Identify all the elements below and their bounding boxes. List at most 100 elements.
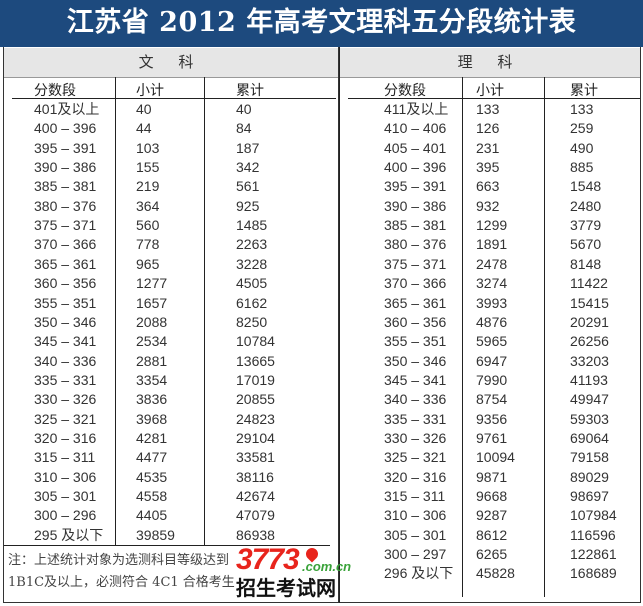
- wenke-cell: 345 – 341: [34, 333, 97, 350]
- wenke-cell: 3228: [236, 255, 268, 272]
- wenke-cell: 360 – 356: [34, 275, 97, 292]
- like-cell: 26256: [570, 333, 609, 350]
- like-cell: 133: [570, 101, 594, 117]
- like-cell: 390 – 386: [384, 197, 447, 214]
- wenke-cell: 33581: [236, 449, 275, 466]
- like-cell: 5670: [570, 236, 602, 253]
- like-cell: 79158: [570, 449, 609, 466]
- like-cell: 33203: [570, 352, 609, 369]
- like-cell: 380 – 376: [384, 236, 447, 253]
- wenke-cell: 103: [136, 139, 160, 156]
- wenke-cell: 401及以上: [34, 101, 100, 117]
- column-divider: [204, 77, 205, 545]
- wenke-cell: 3354: [136, 371, 168, 388]
- like-cell: 885: [570, 159, 594, 176]
- wenke-cell: 1277: [136, 275, 168, 292]
- like-cell: 41193: [570, 371, 608, 388]
- divider: [340, 77, 640, 78]
- like-cell: 6265: [476, 546, 508, 563]
- like-cell: 20291: [570, 313, 609, 330]
- like-cell: 9871: [476, 468, 508, 485]
- wenke-cell: 219: [136, 178, 160, 195]
- wenke-cell: 325 – 321: [34, 410, 97, 427]
- wenke-cell: 24823: [236, 410, 275, 427]
- wenke-cell: 4505: [236, 275, 268, 292]
- wenke-cell: 155: [136, 159, 160, 176]
- wenke-cell: 39859: [136, 526, 175, 543]
- like-cell: 385 – 381: [384, 217, 447, 234]
- column-divider: [544, 77, 545, 597]
- like-cell: 168689: [570, 565, 617, 582]
- like-cell: 365 – 361: [384, 294, 447, 311]
- wenke-cell: 385 – 381: [34, 178, 97, 195]
- wenke-cell: 300 – 296: [34, 507, 97, 524]
- like-cell: 335 – 331: [384, 410, 447, 427]
- like-cell: 395 – 391: [384, 178, 447, 195]
- like-cell: 410 – 406: [384, 120, 447, 137]
- wenke-cell: 8250: [236, 313, 268, 330]
- like-cell: 9761: [476, 429, 508, 446]
- wenke-cell: 2881: [136, 352, 168, 369]
- wenke-cell: 364: [136, 197, 160, 214]
- wenke-cell: 305 – 301: [34, 488, 97, 504]
- like-cell: 4876: [476, 313, 508, 330]
- like-cell: 350 – 346: [384, 352, 447, 369]
- wenke-cell: 10784: [236, 333, 275, 350]
- like-cell: 3993: [476, 294, 508, 311]
- wenke-cell: 1485: [236, 217, 268, 234]
- like-cell: 133: [476, 101, 500, 117]
- like-cell: 69064: [570, 429, 609, 446]
- like-cell: 345 – 341: [384, 371, 447, 388]
- wenke-cell: 320 – 316: [34, 429, 97, 446]
- wenke-cell: 40: [136, 101, 152, 117]
- wenke-cell: 4477: [136, 449, 168, 466]
- divider: [348, 98, 640, 99]
- like-cell: 360 – 356: [384, 313, 447, 330]
- like-cell: 3274: [476, 275, 508, 292]
- like-cell: 8612: [476, 526, 508, 543]
- like-cell: 325 – 321: [384, 449, 447, 466]
- wenke-cell: 375 – 371: [34, 217, 97, 234]
- like-cell: 6947: [476, 352, 508, 369]
- wenke-panel: [3, 47, 339, 603]
- divider: [4, 545, 330, 546]
- wenke-cell: 3968: [136, 410, 168, 427]
- like-cell: 320 – 316: [384, 468, 447, 485]
- wenke-cell: 390 – 386: [34, 159, 97, 176]
- like-cell: 411及以上: [384, 101, 449, 117]
- wenke-cell: 47079: [236, 507, 275, 524]
- like-cell: 8754: [476, 391, 508, 408]
- like-cell: 231: [476, 139, 500, 156]
- like-cell: 330 – 326: [384, 429, 447, 446]
- wenke-cell: 365 – 361: [34, 255, 97, 272]
- like-cell: 310 – 306: [384, 507, 447, 524]
- like-cell: 663: [476, 178, 500, 195]
- wenke-cell: 330 – 326: [34, 391, 97, 408]
- wenke-col-header: 累计: [236, 83, 264, 99]
- wenke-cell: 84: [236, 120, 252, 137]
- wenke-cell: 355 – 351: [34, 294, 97, 311]
- wenke-cell: 38116: [236, 468, 274, 485]
- wenke-cell: 395 – 391: [34, 139, 97, 156]
- wenke-cell: 400 – 396: [34, 120, 97, 137]
- wenke-cell: 315 – 311: [34, 449, 96, 466]
- wenke-cell: 13665: [236, 352, 275, 369]
- wenke-cell: 44: [136, 120, 152, 137]
- wenke-cell: 20855: [236, 391, 275, 408]
- like-col-header: 累计: [570, 83, 598, 99]
- like-cell: 305 – 301: [384, 526, 447, 543]
- wenke-cell: 86938: [236, 526, 275, 543]
- wenke-cell: 40: [236, 101, 252, 117]
- like-panel: [339, 47, 641, 603]
- like-cell: 49947: [570, 391, 609, 408]
- wenke-cell: 925: [236, 197, 260, 214]
- wenke-cell: 560: [136, 217, 160, 234]
- like-cell: 2480: [570, 197, 602, 214]
- wenke-cell: 335 – 331: [34, 371, 97, 388]
- wenke-cell: 6162: [236, 294, 268, 311]
- wenke-cell: 42674: [236, 488, 275, 504]
- like-cell: 1299: [476, 217, 508, 234]
- like-cell: 400 – 396: [384, 159, 447, 176]
- like-cell: 490: [570, 139, 594, 156]
- column-divider: [462, 77, 463, 597]
